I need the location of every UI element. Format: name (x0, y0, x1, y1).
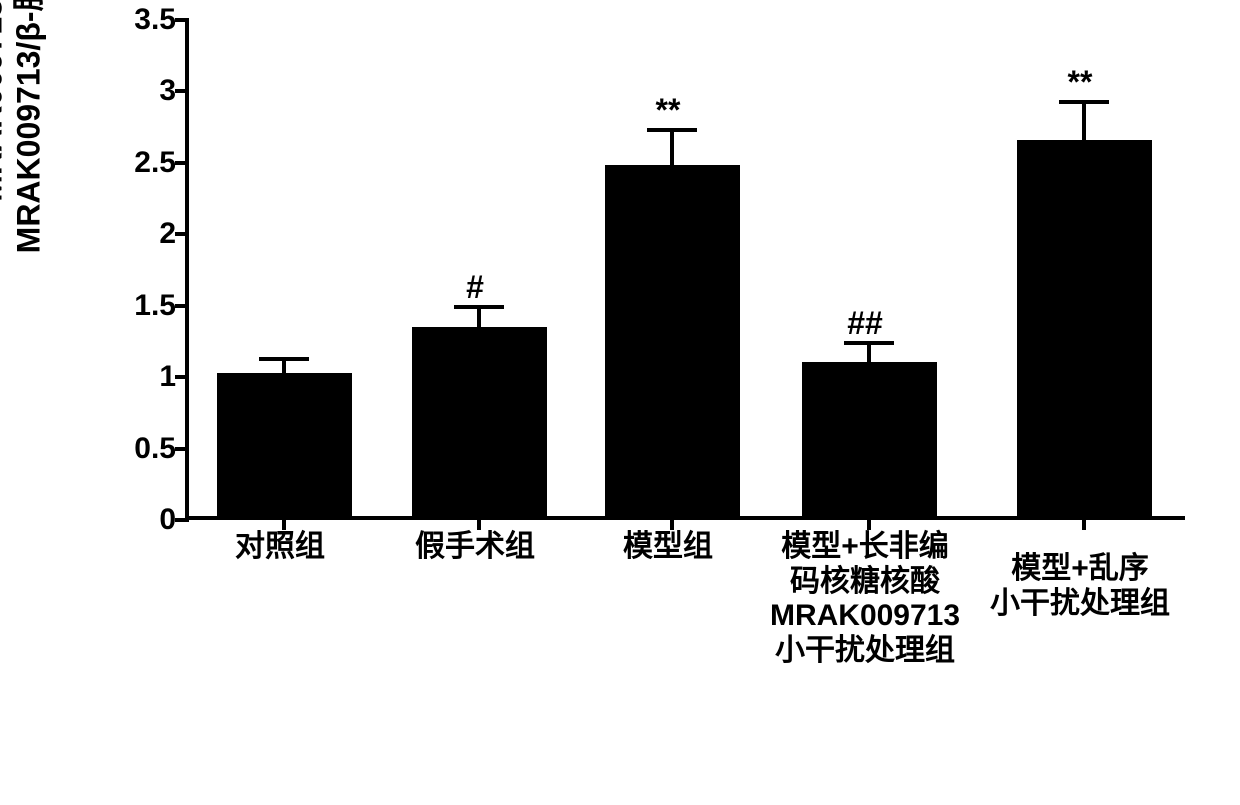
x-label-model-scramble: 模型+乱序小干扰处理组 (990, 552, 1170, 621)
x-label-line: 模型组 (623, 530, 713, 563)
bar-control (217, 373, 352, 516)
y-tick (175, 518, 189, 522)
bar-chart: MRAK009713表达 MRAK009713/β-肌动蛋白 (0, 0, 1240, 805)
error-bar (1082, 102, 1086, 141)
y-tick (175, 304, 189, 308)
x-label-line: 小干扰处理组 (775, 634, 955, 667)
plot-area (185, 20, 1185, 520)
x-tick (1082, 516, 1086, 530)
x-label-line: 模型+长非编 (781, 530, 949, 563)
x-label-control: 对照组 (235, 530, 325, 565)
x-label-line: MRAK009713 (770, 599, 960, 632)
x-label-line: 模型+乱序 (1011, 552, 1149, 585)
x-label-line: 码核糖核酸 (790, 565, 940, 598)
y-tick (175, 18, 189, 22)
x-label-line: 假手术组 (415, 530, 535, 563)
y-tick-label: 2.5 (134, 146, 176, 180)
y-tick-label: 1.5 (134, 289, 176, 323)
bar-model-sirna (802, 362, 937, 516)
y-tick (175, 89, 189, 93)
x-label-line: 小干扰处理组 (990, 587, 1170, 620)
y-tick-label: 0 (159, 503, 176, 537)
y-tick (175, 161, 189, 165)
y-tick-label: 3 (159, 74, 176, 108)
y-axis-label: MRAK009713表达 MRAK009713/β-肌动蛋白 (0, 0, 48, 298)
y-tick (175, 447, 189, 451)
bar-model (605, 165, 740, 516)
x-tick (477, 516, 481, 530)
bar-model-scramble (1017, 140, 1152, 516)
y-axis-label-line1: MRAK009713表达 (0, 0, 9, 202)
significance-label: ** (656, 92, 681, 129)
y-tick (175, 232, 189, 236)
x-label-sham: 假手术组 (415, 530, 535, 565)
x-label-line: 对照组 (235, 530, 325, 563)
error-bar (867, 343, 871, 362)
x-tick (670, 516, 674, 530)
y-tick-label: 3.5 (134, 3, 176, 37)
significance-label: ** (1068, 64, 1093, 101)
y-tick-label: 2 (159, 217, 176, 251)
y-tick-label: 0.5 (134, 432, 176, 466)
y-tick-label: 1 (159, 360, 176, 394)
x-label-model: 模型组 (623, 530, 713, 565)
y-tick (175, 375, 189, 379)
error-bar (670, 130, 674, 164)
error-bar (282, 359, 286, 373)
error-bar (477, 307, 481, 327)
error-cap (259, 357, 309, 361)
significance-label: # (466, 269, 484, 306)
bar-sham (412, 327, 547, 516)
x-label-model-sirna: 模型+长非编码核糖核酸MRAK009713小干扰处理组 (770, 530, 960, 668)
y-axis-label-line2: MRAK009713/β-肌动蛋白 (11, 0, 47, 253)
significance-label: ## (847, 305, 883, 342)
x-tick (282, 516, 286, 530)
x-tick (867, 516, 871, 530)
